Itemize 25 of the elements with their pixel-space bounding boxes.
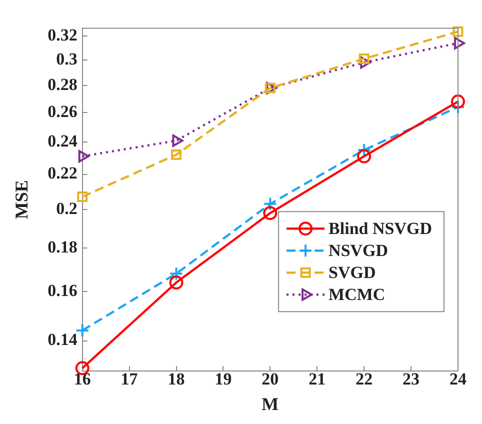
x-tick-label: 23 — [402, 370, 420, 389]
x-tick-label: 17 — [120, 370, 138, 389]
x-axis-title: M — [262, 394, 279, 414]
y-tick-label: 0.32 — [48, 26, 78, 45]
y-tick-label: 0.28 — [48, 74, 78, 94]
x-tick-label: 16 — [74, 370, 91, 389]
legend-label: Blind NSVGD — [328, 218, 432, 238]
legend-label: SVGD — [328, 262, 376, 282]
x-tick-label: 20 — [262, 370, 279, 389]
y-tick-label: 0.14 — [48, 330, 78, 350]
y-tick-label: 0.18 — [48, 238, 78, 257]
y-tick-label: 0.24 — [48, 132, 78, 151]
x-tick-label: 21 — [308, 370, 326, 389]
x-tick-label: 22 — [356, 370, 373, 389]
x-tick-label: 24 — [450, 370, 467, 389]
y-tick-label: 0.22 — [48, 164, 78, 183]
y-tick-label: 0.16 — [48, 281, 78, 300]
legend-label: MCMC — [328, 284, 386, 304]
x-tick-label: 18 — [168, 370, 185, 389]
y-tick-label: 0.2 — [56, 198, 78, 218]
y-axis-title: MSE — [11, 180, 32, 220]
y-tick-label: 0.3 — [56, 49, 78, 68]
x-tick-label: 19 — [214, 370, 232, 389]
legend-label: NSVGD — [328, 240, 388, 260]
y-tick-label: 0.26 — [48, 102, 78, 122]
